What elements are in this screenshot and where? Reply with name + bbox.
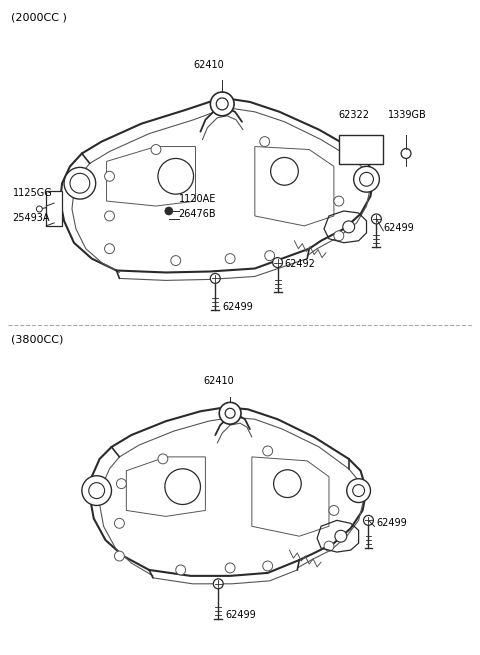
Circle shape bbox=[343, 221, 355, 233]
Text: 25493A: 25493A bbox=[12, 213, 50, 223]
Text: 62499: 62499 bbox=[225, 610, 256, 620]
Circle shape bbox=[165, 207, 173, 215]
Text: 1125GG: 1125GG bbox=[12, 188, 52, 198]
Circle shape bbox=[70, 174, 90, 193]
Circle shape bbox=[264, 251, 275, 261]
Circle shape bbox=[401, 149, 411, 159]
Circle shape bbox=[105, 172, 114, 181]
Circle shape bbox=[363, 515, 373, 525]
Circle shape bbox=[105, 211, 114, 221]
Circle shape bbox=[216, 98, 228, 110]
Circle shape bbox=[158, 454, 168, 464]
Circle shape bbox=[82, 476, 111, 506]
Circle shape bbox=[64, 168, 96, 199]
Circle shape bbox=[151, 145, 161, 155]
Circle shape bbox=[360, 172, 373, 186]
Circle shape bbox=[210, 92, 234, 116]
Circle shape bbox=[334, 196, 344, 206]
Circle shape bbox=[225, 253, 235, 263]
Circle shape bbox=[213, 579, 223, 589]
Circle shape bbox=[36, 206, 42, 212]
Text: 26476B: 26476B bbox=[179, 209, 216, 219]
Circle shape bbox=[324, 541, 334, 551]
Text: 62492: 62492 bbox=[285, 259, 315, 269]
Circle shape bbox=[219, 402, 241, 424]
Circle shape bbox=[354, 166, 379, 192]
Circle shape bbox=[158, 159, 193, 194]
Circle shape bbox=[225, 408, 235, 419]
Circle shape bbox=[225, 563, 235, 573]
FancyBboxPatch shape bbox=[339, 135, 384, 164]
Text: 1339GB: 1339GB bbox=[388, 110, 427, 120]
Circle shape bbox=[347, 479, 371, 502]
Circle shape bbox=[335, 531, 347, 542]
Circle shape bbox=[271, 157, 298, 185]
Circle shape bbox=[353, 485, 364, 496]
Circle shape bbox=[273, 257, 283, 267]
Text: (2000CC ): (2000CC ) bbox=[11, 12, 67, 23]
Circle shape bbox=[329, 506, 339, 515]
Circle shape bbox=[114, 518, 124, 529]
Text: 62322: 62322 bbox=[339, 110, 370, 120]
Circle shape bbox=[105, 244, 114, 253]
Circle shape bbox=[263, 446, 273, 456]
Text: 1120AE: 1120AE bbox=[179, 194, 216, 204]
Circle shape bbox=[89, 483, 105, 498]
FancyBboxPatch shape bbox=[46, 191, 62, 226]
Circle shape bbox=[117, 479, 126, 489]
Circle shape bbox=[171, 255, 180, 265]
Circle shape bbox=[176, 565, 186, 575]
Circle shape bbox=[165, 469, 201, 504]
Circle shape bbox=[114, 551, 124, 561]
Circle shape bbox=[372, 214, 381, 224]
Text: 62499: 62499 bbox=[384, 223, 414, 233]
Text: 62499: 62499 bbox=[376, 518, 407, 529]
Circle shape bbox=[210, 273, 220, 284]
Circle shape bbox=[260, 137, 270, 147]
Text: 62410: 62410 bbox=[193, 60, 224, 70]
Text: (3800CC): (3800CC) bbox=[11, 335, 63, 345]
Text: 62499: 62499 bbox=[222, 302, 253, 312]
Circle shape bbox=[334, 231, 344, 241]
Text: 62410: 62410 bbox=[203, 375, 234, 386]
Circle shape bbox=[274, 470, 301, 498]
Circle shape bbox=[263, 561, 273, 571]
